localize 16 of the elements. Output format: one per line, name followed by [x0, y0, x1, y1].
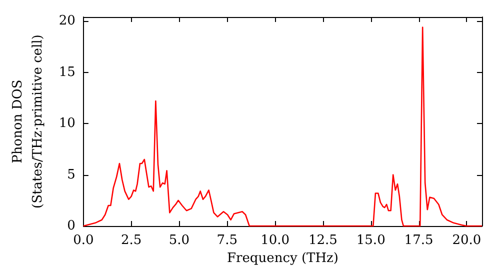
y-tick-label: 5	[67, 167, 76, 182]
x-tick-label: 15.0	[356, 233, 386, 248]
y-tick-label: 20	[58, 14, 76, 29]
x-tick-label: 20.0	[452, 233, 482, 248]
x-tick-label: 10.0	[260, 233, 290, 248]
y-tick-label: 10	[58, 116, 76, 132]
x-tick-label: 5.0	[168, 233, 190, 248]
y-axis-title: Phonon DOS (States/THz·primitive cell)	[10, 34, 46, 209]
y-tick-label: 0	[67, 218, 76, 234]
x-tick-label: 17.5	[404, 233, 434, 248]
y-tick-label: 15	[58, 64, 76, 80]
x-tick-label: 12.5	[308, 233, 338, 248]
x-tick-label: 2.5	[121, 233, 142, 248]
x-tick-label: 7.5	[216, 233, 238, 248]
x-axis-title: Frequency (THz)	[226, 250, 338, 266]
x-tick-label: 0.0	[73, 233, 94, 248]
